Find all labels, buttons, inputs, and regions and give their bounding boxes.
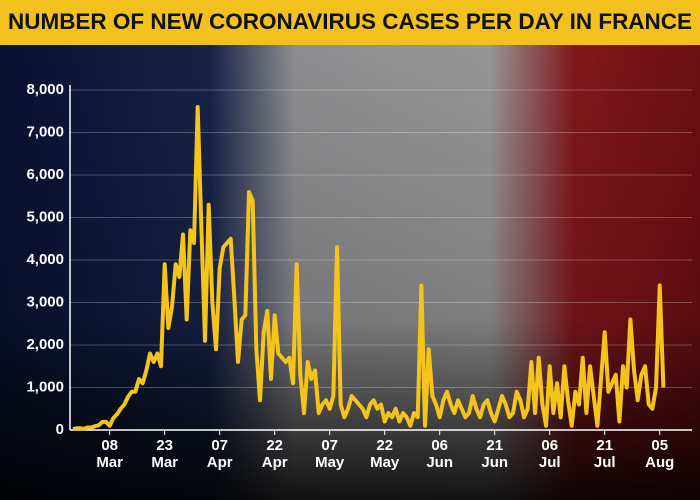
y-tick-label: 5,000 — [26, 208, 64, 225]
x-tick-label: 21 Jun — [481, 437, 509, 471]
y-tick-label: 1,000 — [26, 378, 64, 395]
x-tick-label: 22 Apr — [261, 437, 288, 471]
x-tick-label: 08 Mar — [96, 437, 123, 471]
chart-title: NUMBER OF NEW CORONAVIRUS CASES PER DAY … — [8, 9, 692, 34]
y-tick-label: 4,000 — [26, 251, 64, 268]
x-tick-label: 07 May — [315, 437, 345, 471]
y-tick-label: 2,000 — [26, 336, 64, 353]
y-tick-label: 6,000 — [26, 166, 64, 183]
x-tick-label: 21 Jul — [593, 437, 616, 471]
x-tick-label: 05 Aug — [645, 437, 675, 471]
y-tick-label: 7,000 — [26, 123, 64, 140]
y-tick-label: 0 — [56, 421, 64, 438]
x-tick-label: 06 Jun — [426, 437, 454, 471]
x-tick-label: 22 May — [370, 437, 400, 471]
x-tick-label: 23 Mar — [151, 437, 179, 471]
x-tick-label: 07 Apr — [206, 437, 233, 471]
title-band — [0, 0, 700, 45]
shade-overlay — [0, 45, 700, 500]
data-line — [72, 105, 666, 432]
y-tick-label: 3,000 — [26, 293, 64, 310]
plot: 0 1,000 2,000 3,000 4,000 5,000 6,000 7,000 8,00… — [26, 81, 692, 438]
y-tick-label: 8,000 — [26, 81, 64, 98]
x-tick-label: 06 Jul — [538, 437, 561, 471]
